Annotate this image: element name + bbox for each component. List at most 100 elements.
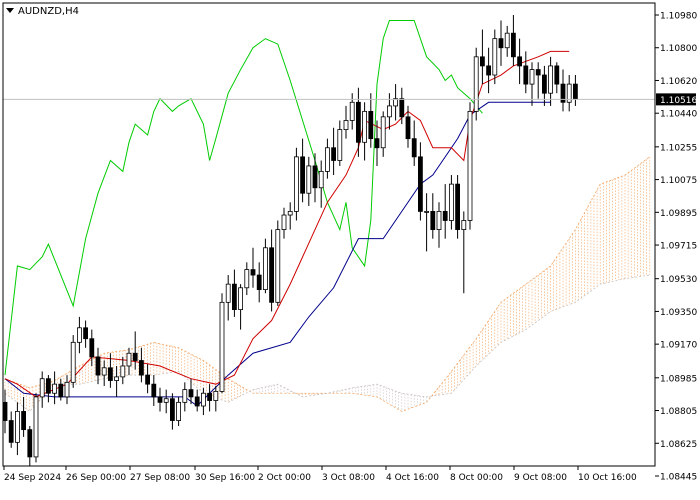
- x-tick-label: 8 Oct 00:00: [450, 473, 503, 483]
- candle-body: [33, 396, 39, 458]
- x-tick-label: 4 Oct 16:00: [386, 473, 439, 483]
- y-tick-label: 1.09350: [660, 308, 697, 318]
- candle-body: [386, 105, 392, 118]
- candle-body: [548, 65, 553, 94]
- candle-body: [430, 211, 436, 230]
- candle-body: [46, 378, 51, 394]
- candle-body: [213, 391, 219, 401]
- candle-body: [52, 383, 57, 394]
- y-tick-label: 1.08445: [660, 473, 697, 483]
- x-tick-label: 9 Oct 08:00: [514, 473, 567, 483]
- candle-body: [275, 229, 281, 303]
- x-tick-label: 10 Oct 16:00: [578, 473, 637, 483]
- candle-body: [393, 98, 399, 107]
- y-tick-label: 1.09530: [660, 275, 697, 285]
- candle-body: [126, 352, 132, 367]
- time-axis[interactable]: 24 Sep 2024 26 Sep 00:00 27 Sep 08:00 30 Se…: [3, 466, 637, 483]
- candle-body: [250, 269, 256, 276]
- y-tick-label: 1.08625: [660, 440, 697, 450]
- candle-body: [542, 74, 547, 94]
- current-price-tag: 1.10516: [656, 93, 697, 106]
- candle-body: [182, 389, 188, 403]
- y-tick-label: 1.09895: [660, 209, 697, 219]
- current-price-label: 1.10516: [660, 96, 697, 106]
- candle-body: [566, 83, 572, 103]
- candle-body: [64, 381, 70, 398]
- x-tick-label: 2 Oct 00:00: [258, 473, 311, 483]
- y-tick-label: 1.09715: [660, 242, 697, 252]
- candle-body: [238, 287, 244, 311]
- senkou-span-a-line: [4, 156, 651, 412]
- price-axis[interactable]: 1.10980 1.10800 1.10620 1.10440 1.10255 1.100…: [655, 12, 697, 483]
- candle-body: [108, 367, 113, 381]
- senkou-span-b-line: [4, 274, 650, 412]
- y-tick-label: 1.10255: [660, 143, 697, 153]
- candle-body: [448, 183, 454, 221]
- y-tick-label: 1.08985: [660, 374, 697, 384]
- candle-body: [560, 83, 566, 103]
- candle-body: [473, 56, 479, 112]
- candle-body: [200, 392, 206, 407]
- candle-body: [163, 398, 169, 403]
- candle-body: [14, 411, 20, 443]
- candle-body: [424, 211, 430, 213]
- candle-body: [331, 147, 337, 161]
- candle-body: [269, 247, 275, 303]
- candle-body: [523, 65, 529, 85]
- y-tick-label: 1.10800: [660, 44, 697, 54]
- candle-body: [151, 383, 157, 398]
- candle-body: [188, 389, 194, 398]
- candle-body: [114, 376, 119, 381]
- candle-body: [380, 116, 386, 149]
- x-tick-label: 30 Sep 16:00: [195, 473, 255, 483]
- y-tick-label: 1.10980: [660, 12, 697, 22]
- candle-body: [554, 65, 560, 85]
- candle-body: [355, 101, 361, 143]
- candle-body: [318, 170, 324, 189]
- candle-body: [312, 165, 318, 189]
- candle-body: [231, 283, 237, 311]
- candle-body: [77, 327, 82, 343]
- candle-body: [498, 38, 504, 49]
- candle-body: [58, 383, 64, 398]
- candle-body: [573, 83, 578, 100]
- candle-body: [399, 98, 405, 118]
- candle-body: [517, 56, 522, 67]
- candle-body: [145, 374, 151, 385]
- y-tick-label: 1.08805: [660, 407, 697, 417]
- candle-body: [8, 420, 14, 443]
- candle-body: [324, 147, 330, 172]
- candle-body: [138, 360, 144, 376]
- candle-body: [256, 274, 262, 290]
- y-tick-label: 1.10620: [660, 77, 697, 87]
- candle-body: [39, 378, 45, 398]
- candle-body: [219, 301, 225, 392]
- candle-body: [486, 65, 492, 76]
- candle-body: [417, 156, 423, 212]
- candle-body: [492, 38, 498, 76]
- candle-body: [455, 183, 461, 230]
- candle-body: [479, 56, 485, 67]
- candle-body: [262, 247, 268, 290]
- dropdown-triangle-icon[interactable]: [6, 8, 14, 13]
- symbol-header: AUDNZD,H4: [6, 6, 79, 17]
- candle-body: [244, 269, 250, 289]
- candle-body: [21, 411, 27, 431]
- candle-body: [287, 211, 293, 216]
- candle-body: [362, 110, 368, 143]
- candle-body: [101, 367, 107, 376]
- y-tick-label: 1.09170: [660, 341, 697, 351]
- chikou-span-line: [4, 19, 483, 376]
- candle-body: [374, 138, 380, 149]
- candle-body: [207, 392, 213, 401]
- candle-body: [83, 327, 88, 340]
- candle-body: [293, 156, 299, 212]
- candle-body: [3, 401, 8, 421]
- candle-body: [349, 101, 355, 121]
- x-tick-label: 24 Sep 2024: [4, 473, 61, 483]
- plot-frame: [2, 2, 656, 467]
- candle-body: [120, 365, 126, 378]
- candle-body: [504, 32, 510, 49]
